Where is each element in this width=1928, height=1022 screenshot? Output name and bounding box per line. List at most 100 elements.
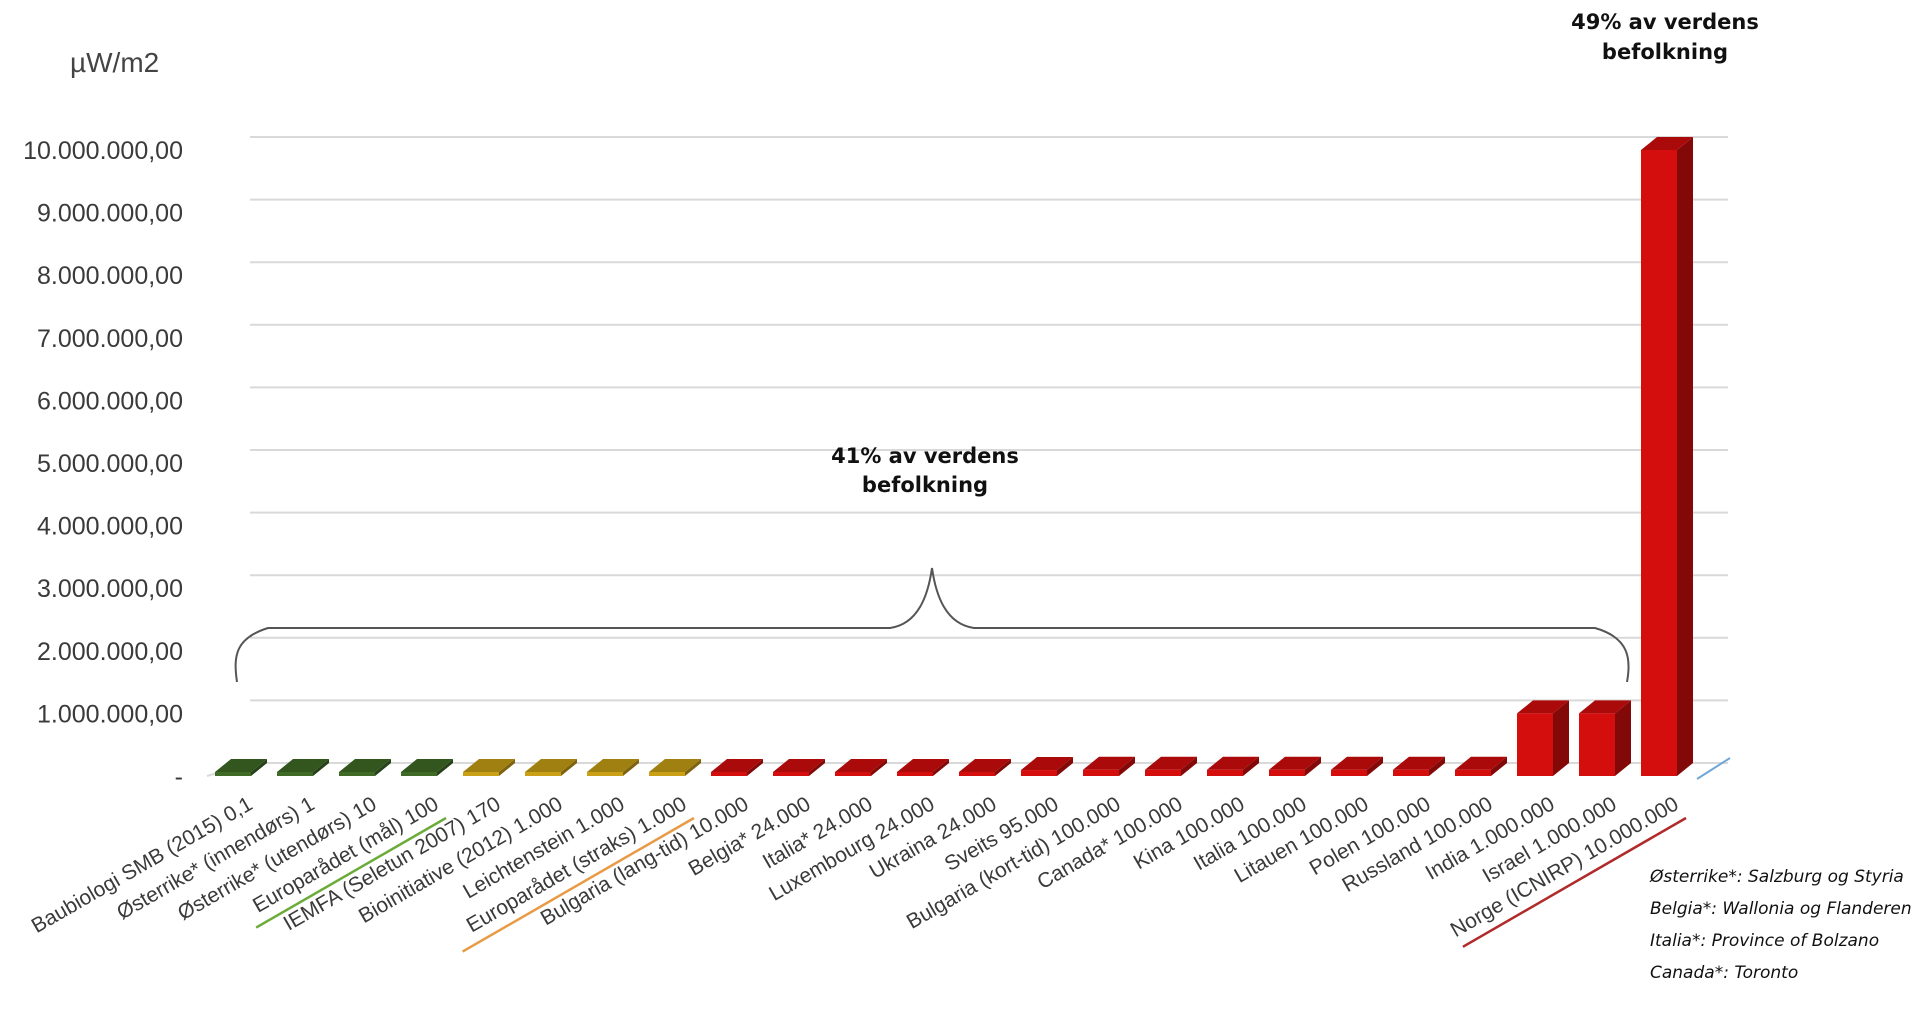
bar-top bbox=[1207, 756, 1259, 770]
top-label-line-1: 49% av verdens bbox=[1571, 10, 1759, 34]
bar-side bbox=[1429, 756, 1445, 776]
bar-side bbox=[623, 759, 639, 776]
bar bbox=[1517, 700, 1569, 776]
bar bbox=[1393, 756, 1445, 776]
bar-front bbox=[463, 772, 499, 776]
footnote-canada: Canada*: Toronto bbox=[1650, 963, 1798, 983]
bar-side bbox=[1553, 700, 1569, 776]
bar-top bbox=[587, 759, 639, 772]
bar-top bbox=[1641, 137, 1693, 150]
annotations bbox=[234, 567, 1630, 683]
bar-top bbox=[959, 759, 1011, 772]
bar-side bbox=[1057, 757, 1073, 776]
bar-top bbox=[339, 759, 391, 772]
bar bbox=[1641, 137, 1693, 776]
bar-side bbox=[871, 759, 887, 776]
bar-top bbox=[711, 759, 763, 772]
bar-top bbox=[1145, 756, 1197, 770]
bar-front bbox=[1641, 150, 1677, 776]
y-tick-label: 2.000.000,00 bbox=[37, 638, 183, 666]
bar bbox=[277, 759, 329, 776]
bar-front bbox=[587, 772, 623, 776]
bar-top bbox=[1083, 756, 1135, 770]
bars bbox=[215, 137, 1693, 776]
bar-top bbox=[773, 759, 825, 772]
bar-side bbox=[1305, 756, 1321, 776]
bar-front bbox=[1455, 769, 1491, 776]
bar-side bbox=[995, 759, 1011, 776]
bar-front bbox=[1207, 769, 1243, 776]
bar-front bbox=[401, 772, 437, 776]
bar bbox=[959, 759, 1011, 776]
bar-front bbox=[835, 772, 871, 776]
category-underline bbox=[1462, 816, 1687, 948]
bar-side bbox=[251, 759, 267, 776]
bar bbox=[401, 759, 453, 776]
bar-front bbox=[1517, 713, 1553, 776]
bar-front bbox=[959, 772, 995, 776]
bar bbox=[1455, 756, 1507, 776]
bar-front bbox=[1269, 769, 1305, 776]
y-tick-label: 1.000.000,00 bbox=[37, 700, 183, 728]
bar-side bbox=[1491, 756, 1507, 776]
bar-front bbox=[339, 772, 375, 776]
bar bbox=[1579, 700, 1631, 776]
bar-side bbox=[685, 759, 701, 776]
bar-front bbox=[1393, 769, 1429, 776]
bar-top bbox=[401, 759, 453, 772]
floor-edge-right bbox=[1696, 757, 1731, 780]
bar bbox=[1269, 756, 1321, 776]
y-tick-label: 3.000.000,00 bbox=[37, 575, 183, 603]
bar bbox=[1145, 756, 1197, 776]
bar-front bbox=[711, 772, 747, 776]
bar-top bbox=[1331, 756, 1383, 770]
bar-top bbox=[215, 759, 267, 772]
bar bbox=[1331, 756, 1383, 776]
y-tick-label: 9.000.000,00 bbox=[37, 200, 183, 228]
bar bbox=[215, 759, 267, 776]
category-underline bbox=[255, 816, 447, 929]
bar-top bbox=[1579, 700, 1631, 714]
bar-top bbox=[463, 759, 515, 772]
brace-label-line-2: befolkning bbox=[862, 473, 988, 497]
y-tick-label: 7.000.000,00 bbox=[37, 325, 183, 353]
bar-top bbox=[897, 759, 949, 772]
bar-side bbox=[1243, 756, 1259, 776]
bar-front bbox=[1579, 713, 1615, 776]
y-tick-label: 4.000.000,00 bbox=[37, 513, 183, 541]
bar-front bbox=[1145, 769, 1181, 776]
bar bbox=[897, 759, 949, 776]
bar-side bbox=[1677, 137, 1693, 776]
bar bbox=[1207, 756, 1259, 776]
bar-side bbox=[1119, 756, 1135, 776]
bar-side bbox=[499, 759, 515, 776]
gridlines bbox=[206, 136, 1731, 780]
bar bbox=[525, 759, 577, 776]
bar-side bbox=[313, 759, 329, 776]
bar-front bbox=[215, 772, 251, 776]
bar-top bbox=[649, 759, 701, 772]
footnote-belgium: Belgia*: Wallonia og Flanderen bbox=[1650, 899, 1912, 919]
bar-front bbox=[1083, 769, 1119, 776]
bar bbox=[773, 759, 825, 776]
bar-side bbox=[747, 759, 763, 776]
footnote-italy: Italia*: Province of Bolzano bbox=[1650, 931, 1879, 951]
y-tick-label: - bbox=[175, 763, 183, 791]
bar-side bbox=[1367, 756, 1383, 776]
bar-front bbox=[773, 772, 809, 776]
bar-top bbox=[1517, 700, 1569, 714]
bar-top bbox=[1455, 756, 1507, 770]
bar-front bbox=[525, 772, 561, 776]
category-underline bbox=[461, 816, 695, 953]
bar-top bbox=[277, 759, 329, 772]
bar bbox=[711, 759, 763, 776]
category-underlines bbox=[255, 816, 1687, 953]
y-axis-ticks: - 1.000.000,00 2.000.000,00 3.000.000,00 4.0… bbox=[23, 137, 183, 791]
bar-top bbox=[1269, 756, 1321, 770]
bar-side bbox=[561, 759, 577, 776]
bar-side bbox=[1615, 700, 1631, 776]
bar-top bbox=[1021, 757, 1073, 771]
bar bbox=[1021, 757, 1073, 776]
